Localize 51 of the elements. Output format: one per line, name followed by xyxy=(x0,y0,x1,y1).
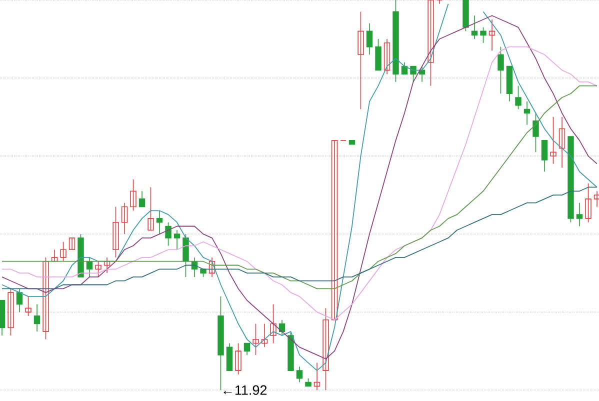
candlestick xyxy=(16,288,23,312)
candlestick xyxy=(68,238,76,250)
candlestick xyxy=(498,46,504,94)
candlestick xyxy=(235,342,242,375)
candlestick xyxy=(182,234,189,278)
candlestick xyxy=(25,296,32,316)
candlestick xyxy=(60,241,66,262)
candlestick xyxy=(121,202,128,234)
candlestick xyxy=(428,0,434,86)
candlestick xyxy=(104,257,110,274)
candlestick xyxy=(34,304,40,332)
candlestick xyxy=(148,186,154,231)
candlestick xyxy=(270,304,276,344)
candlestick xyxy=(384,38,390,75)
candlestick xyxy=(471,15,478,40)
candlestick xyxy=(252,323,259,356)
candlestick xyxy=(331,140,338,320)
candlestick xyxy=(174,230,180,250)
candlestick xyxy=(576,202,583,227)
candlestick xyxy=(550,116,556,164)
candlestick xyxy=(524,101,530,126)
candlestick xyxy=(156,210,163,234)
candlestick xyxy=(532,112,539,153)
candlestick xyxy=(585,182,592,223)
candlestick xyxy=(51,249,58,262)
candlestick xyxy=(541,140,548,172)
candlestick xyxy=(244,342,250,356)
candlestick xyxy=(322,308,329,390)
candlestick xyxy=(410,66,416,82)
candlestick xyxy=(594,190,599,208)
candlestick xyxy=(261,323,268,348)
candlestick xyxy=(138,190,146,208)
annotation: ←11.92 xyxy=(224,385,267,395)
candlestick xyxy=(515,85,522,110)
candlestick xyxy=(208,257,216,278)
candlestick xyxy=(130,179,136,212)
candlestick xyxy=(8,288,14,336)
candlestick xyxy=(314,362,320,390)
candlestick xyxy=(358,11,364,110)
candlestick xyxy=(95,260,102,278)
candlestick xyxy=(366,23,373,56)
candlestick xyxy=(296,366,303,383)
candlestick xyxy=(226,342,233,371)
candlestick xyxy=(375,38,382,71)
candlestick xyxy=(488,19,496,52)
candlestick xyxy=(401,62,408,75)
candlestick xyxy=(42,257,49,340)
candlestick xyxy=(480,26,486,44)
candlestick xyxy=(558,116,566,168)
candlestick xyxy=(112,206,119,258)
candlestick xyxy=(165,222,172,246)
